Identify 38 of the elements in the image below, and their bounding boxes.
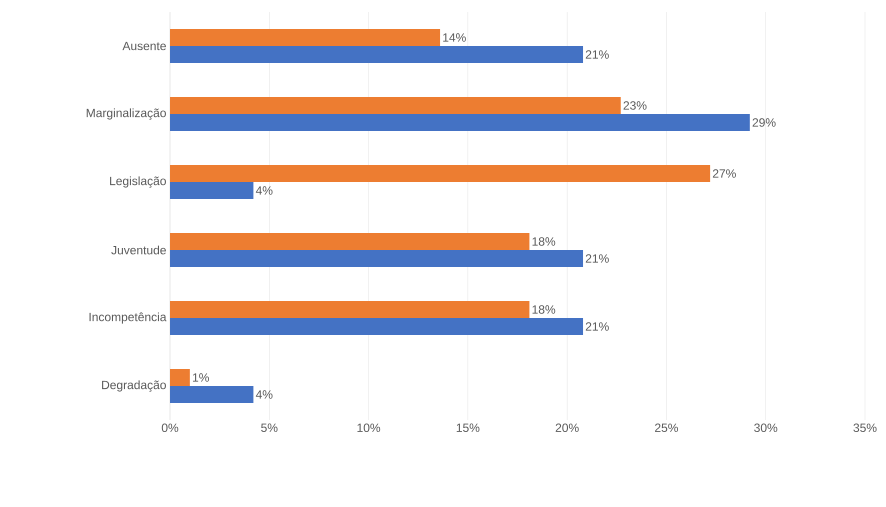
bar	[170, 369, 190, 386]
data-label: 29%	[752, 118, 776, 127]
data-label: 18%	[532, 237, 556, 246]
data-label: 14%	[443, 33, 466, 42]
y-tick-label: Incompetência	[90, 312, 166, 324]
x-tick-label: 0%	[162, 424, 178, 432]
data-label: 4%	[256, 186, 273, 195]
bar	[170, 182, 254, 200]
bar	[170, 165, 710, 182]
x-tick-label: 20%	[556, 424, 579, 432]
x-tick-label: 35%	[853, 424, 877, 432]
data-label: 18%	[532, 305, 556, 314]
y-tick-label: Ausente	[122, 42, 166, 50]
bar	[170, 233, 530, 250]
bar	[170, 46, 584, 64]
x-tick-label: 25%	[655, 424, 678, 432]
data-label: 21%	[586, 322, 609, 331]
y-tick-label: Legislação	[110, 176, 166, 188]
bar	[170, 301, 530, 318]
data-label: 27%	[712, 169, 736, 178]
x-tick-label: 15%	[456, 424, 480, 432]
y-tick-label: Degradação	[102, 380, 166, 392]
bar	[170, 318, 584, 336]
bar	[170, 114, 750, 132]
x-tick-label: 30%	[754, 424, 778, 432]
bar	[170, 97, 621, 114]
data-label: 1%	[192, 373, 209, 382]
y-tick-label: Marginalização	[86, 108, 166, 120]
bar	[170, 250, 584, 268]
data-label: 4%	[256, 390, 273, 399]
data-label: 21%	[586, 254, 609, 263]
x-tick-label: 5%	[261, 424, 278, 432]
bar	[170, 29, 440, 46]
data-label: 21%	[586, 50, 609, 59]
x-tick-label: 10%	[357, 424, 380, 432]
y-tick-label: Juventude	[111, 246, 166, 254]
data-label: 23%	[624, 101, 647, 110]
bar	[170, 386, 254, 404]
